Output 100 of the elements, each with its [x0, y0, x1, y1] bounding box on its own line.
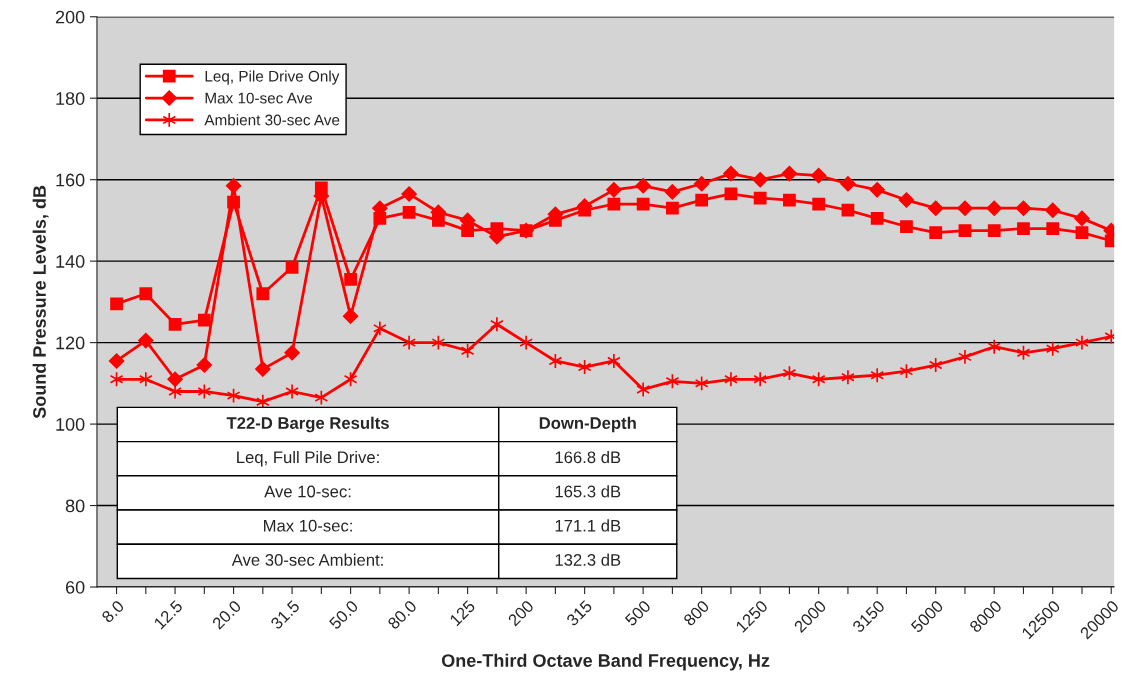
- point: [840, 176, 856, 192]
- point: [196, 357, 213, 373]
- point: [402, 334, 416, 351]
- point: [256, 287, 270, 301]
- point: [723, 165, 739, 182]
- point: [987, 338, 1002, 355]
- point: [490, 316, 504, 333]
- x-tick-label: 80.0: [387, 599, 418, 630]
- point: [841, 369, 855, 386]
- x-axis-title: One-Third Octave Band Frequency, Hz: [441, 653, 770, 671]
- point: [900, 220, 913, 233]
- point: [929, 226, 943, 240]
- point: [606, 182, 622, 198]
- point: [225, 178, 242, 194]
- point: [927, 200, 944, 216]
- point: [958, 349, 972, 365]
- y-tick-label: 120: [56, 336, 85, 350]
- x-tick-label: 125: [449, 599, 476, 627]
- point: [957, 200, 973, 216]
- point: [139, 287, 153, 301]
- point: [636, 197, 650, 211]
- point: [197, 383, 212, 400]
- annotation: Max 10-sec:: [264, 519, 352, 532]
- point: [695, 193, 709, 207]
- y-tick-label: 140: [56, 255, 85, 268]
- point: [752, 171, 768, 188]
- point: [635, 178, 651, 194]
- y-tick-label: 200: [55, 10, 85, 24]
- point: [344, 273, 357, 286]
- legend-label: Ambient 30-sec Ave: [204, 114, 340, 126]
- y-tick-label: 160: [56, 173, 85, 187]
- point: [958, 224, 972, 237]
- point: [841, 203, 855, 217]
- point: [928, 357, 943, 373]
- point: [869, 182, 885, 198]
- point: [724, 371, 738, 388]
- annotation: 165.3 dB: [555, 485, 621, 498]
- x-tick-label: 50.0: [328, 599, 359, 630]
- point: [108, 353, 125, 369]
- point: [781, 165, 798, 182]
- annotation: Leq, Full Pile Drive:: [237, 450, 379, 467]
- point: [284, 345, 300, 361]
- point: [607, 197, 621, 211]
- point: [693, 176, 710, 192]
- point: [1015, 200, 1032, 216]
- annotation: Ave 10-sec:: [264, 485, 351, 498]
- point: [1045, 340, 1060, 357]
- x-tick-label: 8.0: [101, 599, 125, 624]
- annotation: Ave 30-sec Ambient:: [231, 553, 383, 566]
- point: [342, 308, 359, 324]
- x-tick-label: 200: [507, 599, 535, 627]
- point: [1045, 202, 1061, 218]
- point: [783, 193, 796, 207]
- annotation: 132.3 dB: [555, 553, 621, 566]
- point: [138, 332, 154, 349]
- point: [1046, 222, 1060, 235]
- y-axis-title: Sound Pressure Levels, dB: [32, 185, 49, 419]
- point: [811, 371, 826, 388]
- point: [636, 381, 650, 398]
- point: [1075, 226, 1089, 240]
- point: [138, 371, 153, 388]
- y-tick-label: 100: [56, 418, 85, 431]
- point: [1074, 210, 1090, 227]
- point: [664, 184, 681, 200]
- point: [402, 205, 416, 219]
- annotation: 171.1 dB: [555, 519, 621, 532]
- point: [110, 297, 123, 311]
- y-tick-label: 180: [56, 92, 85, 105]
- x-tick-label: 500: [624, 599, 652, 627]
- point: [167, 371, 183, 387]
- annotation: Down-Depth: [539, 416, 636, 433]
- annotation: 166.8 dB: [555, 450, 621, 464]
- point: [1017, 222, 1030, 235]
- y-tick-label: 60: [65, 580, 85, 594]
- legend-label: Leq, Pile Drive Only: [205, 70, 340, 85]
- point: [870, 211, 884, 225]
- point: [1075, 334, 1089, 351]
- point: [810, 167, 827, 184]
- point: [373, 320, 387, 337]
- point: [461, 224, 475, 237]
- point: [168, 317, 182, 331]
- point: [255, 361, 271, 377]
- legend-label: Max 10-sec Ave: [205, 92, 313, 104]
- point: [666, 201, 679, 215]
- x-tick-label: 800: [682, 599, 710, 627]
- point: [986, 200, 1002, 216]
- point: [401, 186, 417, 202]
- point: [753, 371, 768, 388]
- point: [197, 313, 211, 327]
- x-tick-label: 315: [565, 599, 593, 627]
- point: [724, 187, 738, 201]
- point: [285, 260, 299, 274]
- point: [753, 191, 767, 205]
- point: [285, 383, 299, 400]
- point: [519, 334, 533, 351]
- y-tick-label: 80: [65, 499, 85, 513]
- point: [898, 192, 915, 208]
- point: [607, 353, 621, 369]
- point: [870, 367, 885, 383]
- point: [812, 197, 826, 211]
